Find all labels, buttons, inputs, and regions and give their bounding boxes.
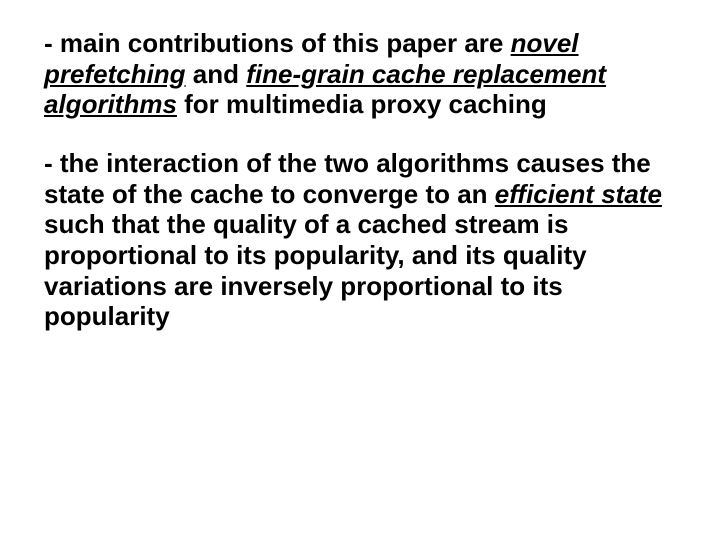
bullet-2-text-b: such that the quality of a cached stream…: [44, 209, 587, 331]
bullet-2: - the interaction of the two algorithms …: [44, 148, 676, 332]
bullet-1-text-b: and: [186, 59, 247, 89]
slide-body: - main contributions of this paper are n…: [0, 0, 720, 540]
bullet-1-text-c: for multimedia proxy caching: [177, 89, 547, 119]
bullet-1: - main contributions of this paper are n…: [44, 28, 676, 120]
bullet-2-emph-1: efficient state: [495, 179, 662, 209]
bullet-1-text-a: - main contributions of this paper are: [44, 28, 511, 58]
